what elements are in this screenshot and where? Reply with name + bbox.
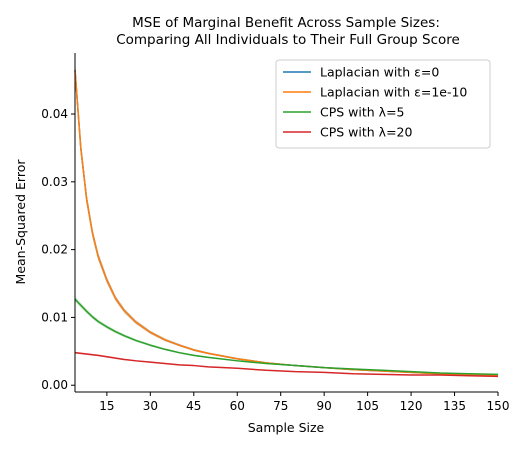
x-tick-label: 135: [443, 399, 466, 413]
x-tick-label: 60: [230, 399, 245, 413]
y-tick-label: 0.00: [41, 378, 68, 392]
x-tick-label: 120: [400, 399, 423, 413]
x-ticks: 15 30 45 60 75 90 105 120 135 150: [99, 392, 509, 413]
x-tick-label: 15: [99, 399, 114, 413]
x-tick-label: 45: [186, 399, 201, 413]
x-tick-label: 75: [273, 399, 288, 413]
y-axis-label: Mean-Squared Error: [13, 159, 28, 285]
x-tick-label: 150: [487, 399, 510, 413]
legend-label-3: CPS with λ=20: [320, 125, 412, 140]
y-tick-label: 0.02: [41, 243, 68, 257]
x-axis-label: Sample Size: [248, 420, 325, 435]
chart-title-line1: MSE of Marginal Benefit Across Sample Si…: [132, 15, 440, 31]
y-tick-label: 0.04: [41, 107, 68, 121]
x-tick-label: 105: [356, 399, 379, 413]
series-band-2: [75, 297, 498, 375]
legend-label-1: Laplacian with ε=1e-10: [320, 85, 467, 100]
legend-label-0: Laplacian with ε=0: [320, 65, 439, 80]
series-line-2: [75, 299, 498, 374]
legend-label-2: CPS with λ=5: [320, 105, 405, 120]
legend: Laplacian with ε=0 Laplacian with ε=1e-10…: [276, 60, 490, 148]
x-tick-label: 90: [317, 399, 332, 413]
x-tick-label: 30: [143, 399, 158, 413]
y-tick-label: 0.03: [41, 175, 68, 189]
y-ticks: 0.00 0.01 0.02 0.03 0.04: [41, 107, 75, 392]
chart-title-line2: Comparing All Individuals to Their Full …: [116, 32, 460, 48]
y-tick-label: 0.01: [41, 310, 68, 324]
